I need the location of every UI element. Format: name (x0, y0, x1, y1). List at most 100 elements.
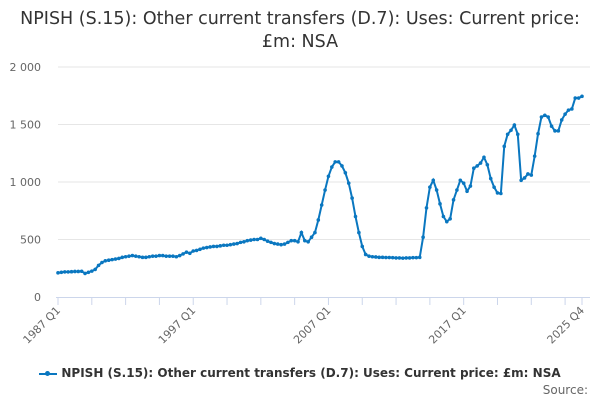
data-point (218, 244, 223, 248)
data-point (76, 269, 81, 274)
y-tick-label: 2 000 (10, 61, 42, 74)
data-point (330, 165, 334, 169)
legend-item[interactable]: NPISH (S.15): Other current transfers (D… (0, 366, 600, 380)
data-point (441, 214, 446, 219)
y-tick-label: 1 000 (10, 176, 42, 189)
data-point (194, 248, 199, 253)
data-point (499, 191, 503, 196)
data-point (363, 252, 368, 257)
data-point (117, 256, 121, 261)
data-point (387, 255, 392, 260)
data-point (390, 255, 395, 260)
data-point (269, 240, 273, 245)
data-point (286, 240, 290, 245)
data-point (357, 230, 361, 235)
data-point (259, 236, 263, 241)
data-point (377, 255, 381, 260)
data-point (360, 244, 365, 249)
data-point (488, 176, 493, 181)
data-point (529, 173, 534, 177)
data-point (451, 198, 456, 202)
data-point (319, 203, 324, 207)
data-point (242, 240, 246, 244)
data-point (438, 202, 442, 206)
data-point (343, 171, 348, 175)
data-point (428, 185, 432, 189)
data-point (505, 132, 510, 137)
x-tick-label: 1997 Q1 (156, 304, 199, 347)
data-point (546, 115, 550, 119)
data-point (559, 118, 564, 122)
data-point (184, 250, 189, 254)
data-point (164, 254, 168, 258)
data-point (370, 254, 375, 259)
data-point (421, 235, 425, 239)
data-point (130, 253, 135, 258)
data-point (482, 155, 486, 160)
data-point (536, 131, 540, 136)
data-point (468, 184, 473, 188)
data-point (201, 246, 206, 250)
data-point (79, 269, 84, 274)
data-point (133, 254, 138, 258)
data-point (478, 161, 483, 165)
data-point (204, 245, 209, 250)
data-point (302, 238, 307, 243)
data-point (292, 238, 297, 243)
data-point (556, 129, 561, 133)
data-point (431, 178, 436, 183)
data-point (177, 253, 182, 258)
data-point (502, 144, 507, 149)
data-point (161, 253, 165, 258)
chart-title: NPISH (S.15): Other current transfers (D… (20, 9, 580, 52)
data-point (167, 254, 172, 258)
source-label[interactable]: Source: (542, 383, 588, 397)
data-point (127, 254, 131, 258)
data-point (198, 247, 202, 252)
data-point (570, 107, 574, 111)
data-point (100, 260, 104, 265)
data-point (367, 254, 371, 258)
data-point (66, 270, 70, 274)
data-point (313, 230, 317, 235)
data-point (245, 238, 250, 243)
data-point (455, 188, 459, 192)
data-point (59, 270, 64, 275)
data-point (380, 255, 385, 260)
data-point (208, 245, 212, 249)
data-point (407, 256, 412, 260)
x-tick-label: 1987 Q1 (21, 304, 64, 347)
data-point (289, 238, 294, 243)
data-point (262, 237, 267, 242)
data-point (120, 255, 125, 260)
data-point (248, 238, 253, 242)
data-point (299, 230, 304, 235)
data-point (93, 267, 97, 272)
data-point (444, 219, 449, 224)
data-point (110, 257, 114, 262)
data-point (123, 254, 128, 259)
y-tick-label: 1 500 (10, 119, 42, 132)
data-point (106, 258, 111, 263)
data-point (512, 123, 517, 127)
data-point (333, 160, 338, 164)
legend-label: NPISH (S.15): Other current transfers (D… (61, 366, 561, 380)
data-point (495, 191, 500, 195)
data-point (154, 254, 158, 258)
x-tick-label: 2025 Q4 (545, 304, 588, 347)
data-point (326, 174, 331, 179)
data-point (238, 240, 243, 245)
data-point (171, 254, 175, 258)
legend-swatch-icon (39, 370, 58, 376)
data-point (275, 242, 280, 246)
data-point (140, 255, 145, 260)
data-point (461, 181, 466, 185)
data-point (373, 255, 378, 259)
data-point (515, 132, 520, 137)
data-point (384, 255, 388, 260)
data-point (336, 160, 341, 164)
data-point (316, 218, 321, 222)
data-point (174, 254, 179, 259)
data-point (282, 242, 287, 246)
